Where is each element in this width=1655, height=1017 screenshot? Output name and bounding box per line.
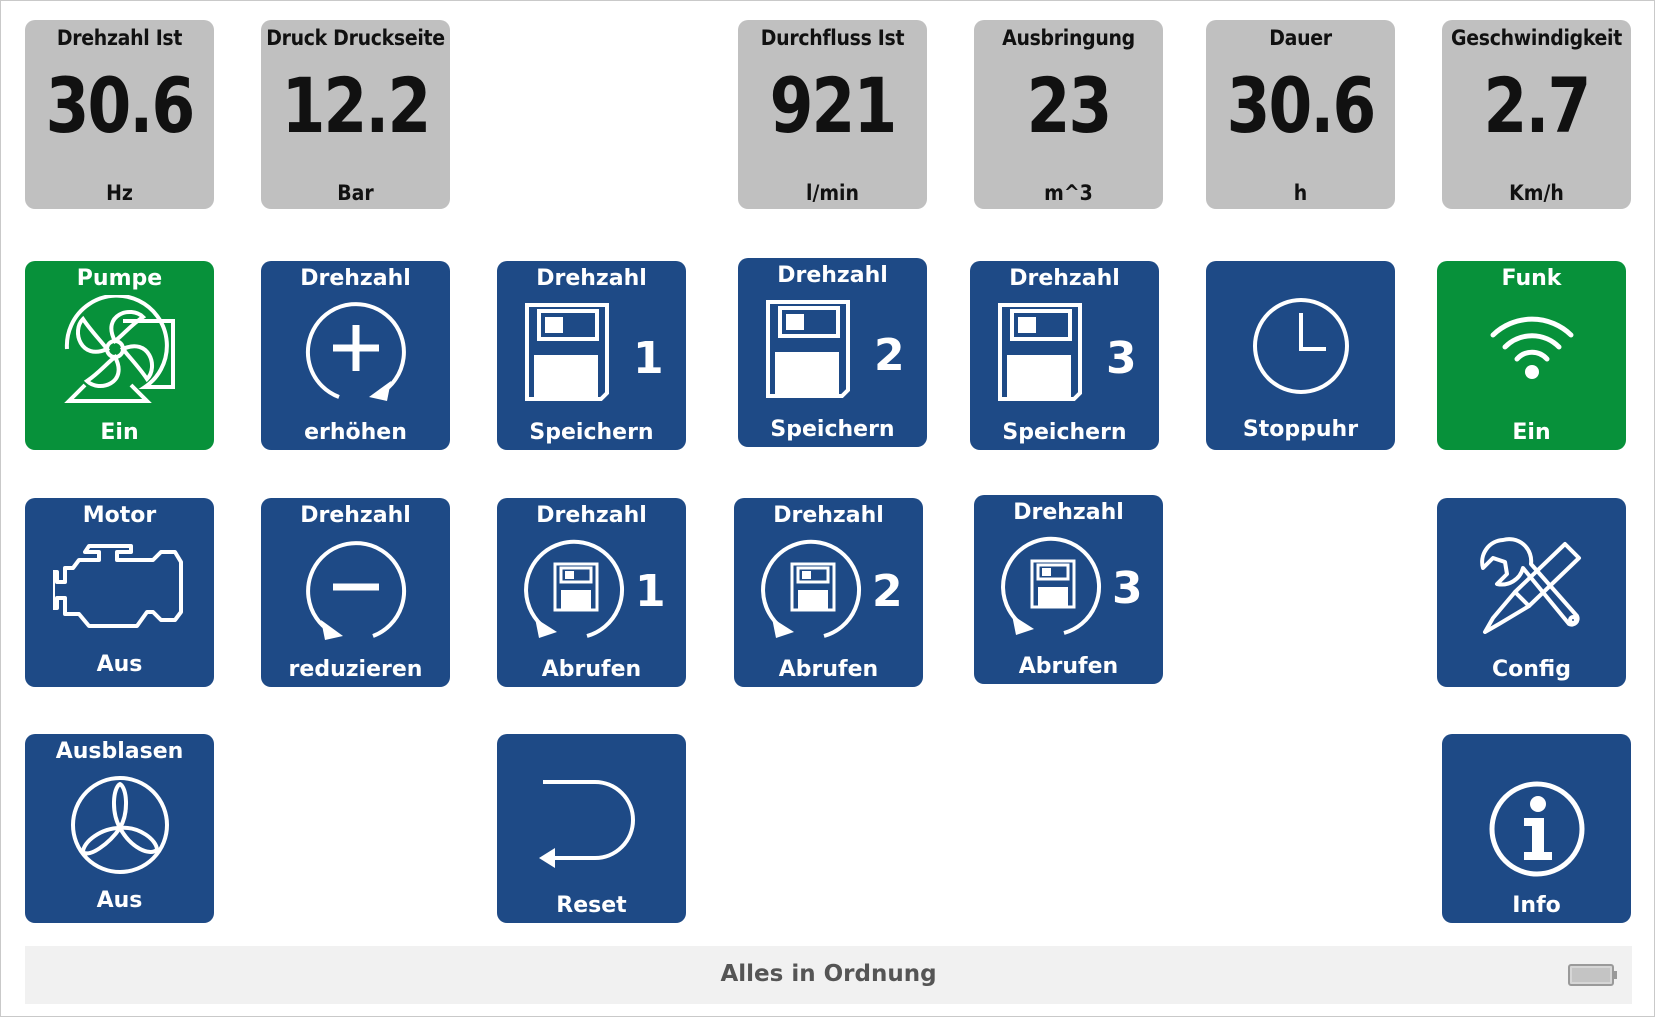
button-label-bottom: Info <box>1512 893 1561 918</box>
motor-button[interactable]: Motor Aus <box>25 498 214 687</box>
button-label-bottom: Config <box>1492 657 1571 682</box>
plus-circle-icon <box>305 302 406 401</box>
return-arrow-icon <box>539 780 635 868</box>
recall-disk-icon: 3 <box>1001 536 1143 635</box>
config-button[interactable]: Config <box>1437 498 1626 687</box>
button-label-top: Funk <box>1501 266 1562 291</box>
gauge-value: 921 <box>769 61 898 150</box>
gauge-value: 12.2 <box>281 61 432 150</box>
fan-icon <box>71 776 169 874</box>
reset-button[interactable]: Reset <box>497 734 686 923</box>
gauge-title: Geschwindigkeit <box>1451 26 1622 50</box>
gauge-title: Ausbringung <box>1002 26 1135 50</box>
button-label-top: Pumpe <box>76 266 163 291</box>
button-label-bottom: Stoppuhr <box>1242 417 1359 442</box>
battery-icon <box>1568 964 1617 986</box>
stoppuhr-button[interactable]: Stoppuhr <box>1206 261 1395 450</box>
gauge-value: 23 <box>1026 61 1113 150</box>
button-label-bottom: Aus <box>96 652 143 677</box>
floppy-disk-icon: 3 <box>998 303 1137 401</box>
drehzahl-abrufen-1-button[interactable]: Drehzahl 1 Abrufen <box>497 498 686 687</box>
floppy-disk-icon: 1 <box>525 303 664 401</box>
drehzahl-abrufen-3-button[interactable]: Drehzahl 3 Abrufen <box>974 495 1163 684</box>
slot-number: 1 <box>635 566 666 617</box>
recall-disk-icon: 2 <box>761 539 903 638</box>
gauge-unit: Km/h <box>1509 181 1564 205</box>
button-label-top: Drehzahl <box>300 503 411 528</box>
slot-number: 1 <box>633 333 664 384</box>
gauge-title: Durchfluss Ist <box>760 26 905 50</box>
slot-number: 2 <box>874 330 905 381</box>
button-label-bottom: Speichern <box>529 420 654 445</box>
button-label-bottom: Reset <box>556 893 627 918</box>
button-label-top: Drehzahl <box>1013 500 1124 525</box>
button-label-top: Motor <box>82 503 157 528</box>
button-label-bottom: reduzieren <box>288 657 423 682</box>
button-label-bottom: Ein <box>100 420 139 445</box>
engine-icon <box>53 544 183 628</box>
button-label-top: Drehzahl <box>773 503 884 528</box>
status-bar: Alles in Ordnung <box>25 946 1632 1004</box>
gauge-title: Druck Druckseite <box>266 26 445 50</box>
button-label-bottom: Aus <box>96 888 143 913</box>
recall-disk-icon: 1 <box>524 539 666 638</box>
button-label-bottom: erhöhen <box>304 420 407 445</box>
drehzahl-speichern-3-button[interactable]: Drehzahl 3 Speichern <box>970 261 1159 450</box>
pump-icon <box>64 295 175 403</box>
gauge-title: Drehzahl Ist <box>56 26 183 50</box>
gauge-geschwindigkeit: Geschwindigkeit 2.7 Km/h <box>1442 20 1631 209</box>
ausblasen-button[interactable]: Ausblasen Aus <box>25 734 214 923</box>
gauge-unit: Hz <box>106 181 133 205</box>
drehzahl-reduzieren-button[interactable]: Drehzahl reduzieren <box>261 498 450 687</box>
button-label-bottom: Speichern <box>770 417 895 442</box>
button-label-top: Drehzahl <box>536 266 647 291</box>
clock-icon <box>1253 298 1349 394</box>
button-label-top: Ausblasen <box>55 739 184 764</box>
info-button[interactable]: Info <box>1442 734 1631 923</box>
drehzahl-speichern-1-button[interactable]: Drehzahl 1 Speichern <box>497 261 686 450</box>
button-label-top: Drehzahl <box>536 503 647 528</box>
drehzahl-speichern-2-button[interactable]: Drehzahl 2 Speichern <box>738 258 927 447</box>
minus-circle-icon <box>306 541 407 640</box>
gauge-title: Dauer <box>1269 26 1332 50</box>
slot-number: 2 <box>872 566 903 617</box>
gauge-value: 2.7 <box>1483 61 1592 150</box>
info-icon <box>1489 781 1585 877</box>
button-label-bottom: Abrufen <box>1018 654 1119 679</box>
button-label-bottom: Ein <box>1512 420 1551 445</box>
gauge-dauer: Dauer 30.6 h <box>1206 20 1395 209</box>
button-label-bottom: Abrufen <box>541 657 642 682</box>
status-message: Alles in Ordnung <box>720 961 937 987</box>
button-label-bottom: Abrufen <box>778 657 879 682</box>
gauge-value: 30.6 <box>1226 61 1377 150</box>
slot-number: 3 <box>1106 333 1137 384</box>
button-label-top: Drehzahl <box>1009 266 1120 291</box>
slot-number: 3 <box>1112 563 1143 614</box>
gauge-unit: m^3 <box>1044 181 1093 205</box>
gauge-unit: l/min <box>806 181 859 205</box>
drehzahl-erhoehen-button[interactable]: Drehzahl erhöhen <box>261 261 450 450</box>
tools-icon <box>1480 537 1581 634</box>
gauge-unit: h <box>1293 181 1308 205</box>
pumpe-button[interactable]: Pumpe Ein <box>25 261 214 450</box>
floppy-disk-icon: 2 <box>766 300 905 398</box>
gauge-value: 30.6 <box>45 61 196 150</box>
drehzahl-abrufen-2-button[interactable]: Drehzahl 2 Abrufen <box>734 498 923 687</box>
gauge-drehzahl-ist: Drehzahl Ist 30.6 Hz <box>25 20 214 209</box>
funk-button[interactable]: Funk Ein <box>1437 261 1626 450</box>
gauge-unit: Bar <box>337 181 374 205</box>
button-label-top: Drehzahl <box>300 266 411 291</box>
gauge-durchfluss-ist: Durchfluss Ist 921 l/min <box>738 20 927 209</box>
button-label-bottom: Speichern <box>1002 420 1127 445</box>
button-label-top: Drehzahl <box>777 263 888 288</box>
gauge-ausbringung: Ausbringung 23 m^3 <box>974 20 1163 209</box>
wifi-icon <box>1490 316 1574 379</box>
gauge-druck-druckseite: Druck Druckseite 12.2 Bar <box>261 20 450 209</box>
